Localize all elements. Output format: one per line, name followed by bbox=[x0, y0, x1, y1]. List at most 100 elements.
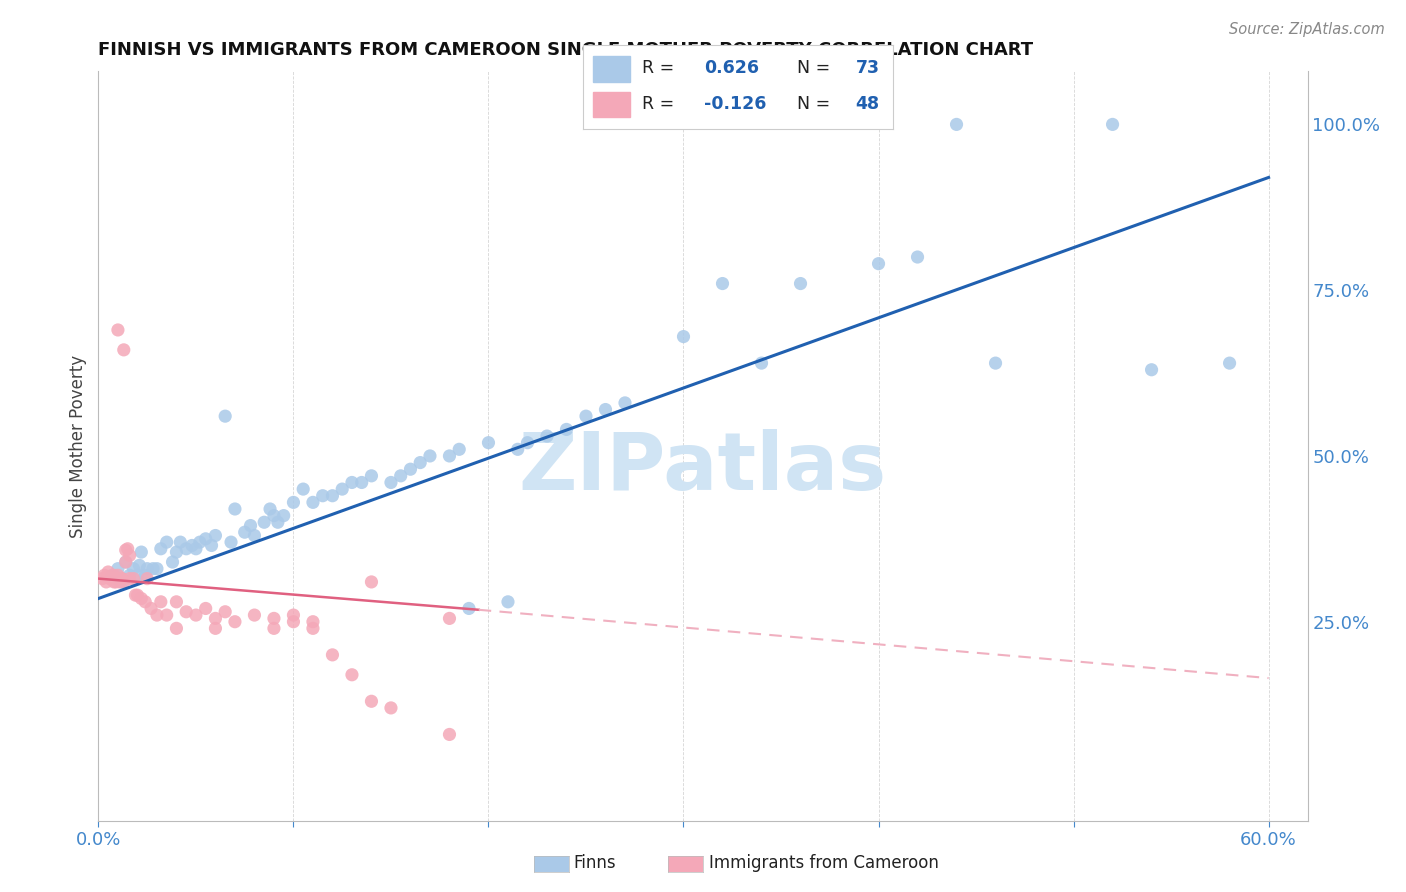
Text: Source: ZipAtlas.com: Source: ZipAtlas.com bbox=[1229, 22, 1385, 37]
Point bbox=[224, 615, 246, 629]
Point bbox=[96, 574, 118, 589]
Point bbox=[292, 482, 315, 496]
Point bbox=[134, 568, 156, 582]
Point bbox=[1101, 117, 1123, 131]
Point bbox=[263, 508, 285, 523]
Point bbox=[162, 555, 184, 569]
Point bbox=[136, 562, 159, 576]
Point bbox=[146, 608, 169, 623]
Point bbox=[112, 574, 135, 589]
Point bbox=[789, 277, 811, 291]
Point bbox=[439, 449, 461, 463]
Point bbox=[380, 701, 402, 715]
Point bbox=[263, 621, 285, 635]
Point bbox=[194, 601, 217, 615]
Point bbox=[156, 535, 179, 549]
Point bbox=[439, 727, 461, 741]
Text: R =: R = bbox=[643, 60, 686, 78]
Point bbox=[118, 572, 141, 586]
Point bbox=[101, 568, 124, 582]
Point bbox=[97, 565, 120, 579]
Text: 73: 73 bbox=[856, 60, 880, 78]
Point bbox=[188, 535, 211, 549]
Point bbox=[149, 541, 172, 556]
Point bbox=[128, 558, 150, 573]
Point bbox=[107, 562, 129, 576]
Point bbox=[108, 572, 131, 586]
Point bbox=[111, 574, 134, 589]
Point bbox=[419, 449, 441, 463]
Point bbox=[321, 489, 343, 503]
Point bbox=[174, 541, 197, 556]
Point bbox=[107, 323, 129, 337]
Point bbox=[93, 568, 115, 582]
Point bbox=[139, 601, 162, 615]
Point bbox=[233, 525, 256, 540]
Point bbox=[263, 611, 285, 625]
Point bbox=[340, 667, 363, 681]
Text: 48: 48 bbox=[856, 95, 880, 113]
Point bbox=[204, 621, 226, 635]
Point bbox=[575, 409, 598, 424]
Point bbox=[409, 456, 432, 470]
Point bbox=[672, 329, 695, 343]
Point bbox=[243, 528, 266, 542]
Point bbox=[312, 489, 335, 503]
Point bbox=[101, 572, 124, 586]
Point bbox=[283, 608, 305, 623]
Point bbox=[945, 117, 967, 131]
Point bbox=[536, 429, 558, 443]
Point bbox=[1140, 363, 1163, 377]
Point bbox=[224, 502, 246, 516]
Point bbox=[118, 568, 141, 582]
Point bbox=[439, 611, 461, 625]
Point bbox=[711, 277, 734, 291]
Point bbox=[111, 572, 134, 586]
Point bbox=[134, 595, 156, 609]
Point bbox=[181, 539, 204, 553]
Point bbox=[496, 595, 519, 609]
Point bbox=[174, 605, 197, 619]
Point bbox=[219, 535, 242, 549]
Point bbox=[165, 595, 187, 609]
Point bbox=[98, 572, 121, 586]
Point bbox=[360, 694, 382, 708]
Point bbox=[114, 543, 136, 558]
Point bbox=[103, 568, 125, 582]
Text: -0.126: -0.126 bbox=[704, 95, 766, 113]
Point bbox=[165, 545, 187, 559]
Point bbox=[273, 508, 295, 523]
Point bbox=[302, 495, 325, 509]
Point bbox=[302, 615, 325, 629]
Point bbox=[165, 621, 187, 635]
Point bbox=[127, 568, 149, 582]
Point bbox=[114, 555, 136, 569]
Text: ZIPatlas: ZIPatlas bbox=[519, 429, 887, 508]
Text: R =: R = bbox=[643, 95, 681, 113]
Point bbox=[477, 435, 499, 450]
Point bbox=[751, 356, 773, 370]
Point bbox=[350, 475, 373, 490]
Point bbox=[360, 574, 382, 589]
Point bbox=[112, 343, 135, 357]
Point bbox=[399, 462, 422, 476]
Point bbox=[91, 572, 114, 586]
Point bbox=[267, 515, 290, 529]
Point bbox=[142, 562, 165, 576]
Point bbox=[103, 574, 125, 589]
Point bbox=[107, 568, 129, 582]
Point bbox=[146, 562, 169, 576]
Point bbox=[184, 608, 207, 623]
Point bbox=[200, 539, 222, 553]
Point bbox=[555, 422, 578, 436]
Text: N =: N = bbox=[797, 60, 835, 78]
Point bbox=[595, 402, 617, 417]
Point bbox=[458, 601, 481, 615]
Point bbox=[98, 572, 121, 586]
Point bbox=[131, 545, 153, 559]
Point bbox=[101, 572, 124, 586]
Y-axis label: Single Mother Poverty: Single Mother Poverty bbox=[69, 354, 87, 538]
Point bbox=[156, 608, 179, 623]
Point bbox=[117, 541, 139, 556]
Point bbox=[239, 518, 262, 533]
